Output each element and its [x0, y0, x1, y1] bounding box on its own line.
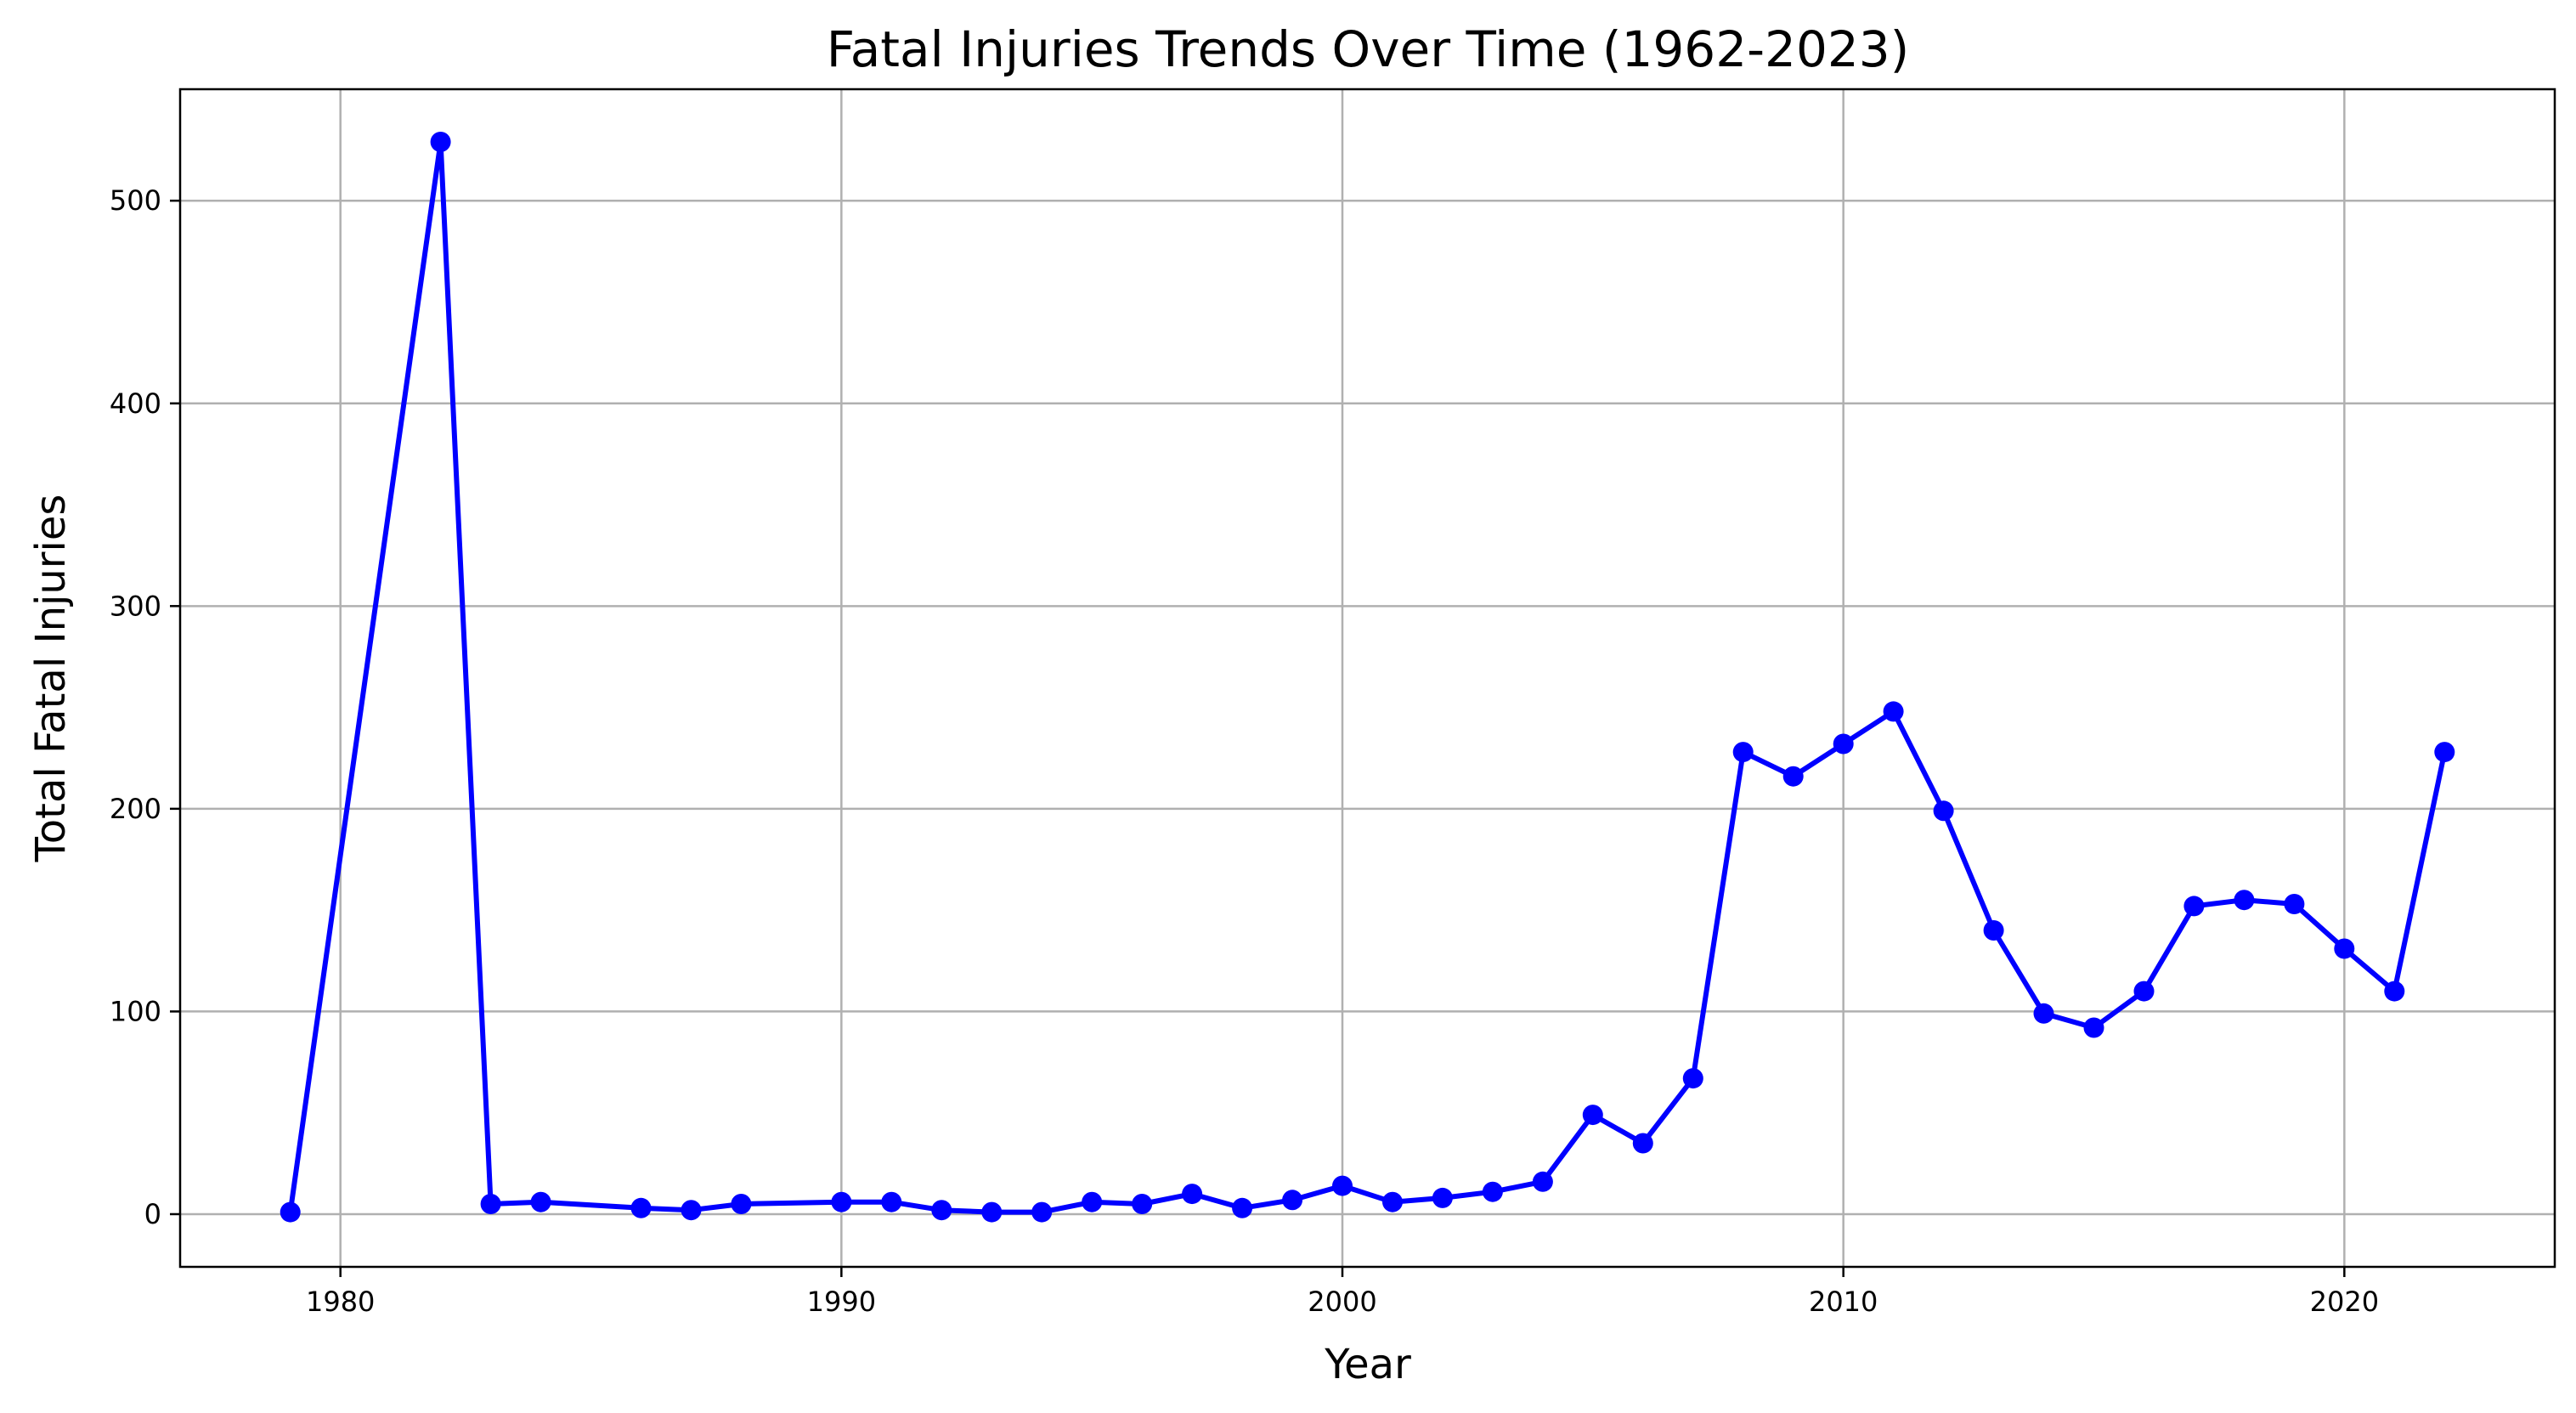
x-axis-label: Year [1324, 1341, 1411, 1388]
data-point [2133, 981, 2155, 1002]
data-point [1532, 1171, 1553, 1192]
x-tick-label: 2010 [1809, 1286, 1878, 1318]
data-point [1182, 1184, 1203, 1205]
data-point [2183, 896, 2205, 917]
data-point [1582, 1105, 1603, 1126]
y-tick-label: 100 [110, 995, 161, 1027]
data-point [981, 1201, 1003, 1223]
x-tick-label: 2000 [1308, 1286, 1376, 1318]
y-tick-label: 300 [110, 590, 161, 622]
data-point [2384, 981, 2405, 1002]
data-point [831, 1191, 852, 1212]
x-tick-label: 1990 [807, 1286, 876, 1318]
data-point [2083, 1017, 2104, 1038]
data-point [2284, 894, 2305, 914]
data-point [1282, 1190, 1303, 1211]
data-point [1682, 1068, 1703, 1089]
data-point [2234, 890, 2255, 911]
data-point [1883, 701, 1904, 722]
y-axis-label: Total Fatal Injuries [27, 495, 75, 863]
y-tick-label: 200 [110, 793, 161, 825]
plot-frame [178, 88, 2556, 1269]
y-tick-label: 500 [110, 184, 161, 217]
series-line [287, 139, 2448, 1215]
data-point [1432, 1187, 1453, 1208]
data-point [1132, 1194, 1153, 1214]
data-point [1482, 1181, 1503, 1202]
data-point [530, 1191, 551, 1212]
data-point [1983, 920, 2004, 941]
data-point [681, 1200, 702, 1221]
data-point [1933, 800, 1954, 822]
x-tick-label: 1980 [306, 1286, 375, 1318]
data-point [280, 1201, 301, 1223]
data-point [630, 1197, 652, 1218]
data-point [1632, 1133, 1653, 1154]
data-point [480, 1194, 501, 1214]
y-tick-label: 0 [144, 1198, 161, 1230]
series-layer [280, 132, 2455, 1223]
data-point [1382, 1191, 1403, 1212]
data-point [2334, 938, 2355, 959]
x-tick-label: 2020 [2310, 1286, 2379, 1318]
data-point [1332, 1175, 1353, 1196]
data-point [1232, 1197, 1253, 1218]
data-point [1732, 742, 1754, 763]
data-point [1082, 1191, 1103, 1212]
data-point [2434, 742, 2455, 763]
y-tick-label: 400 [110, 387, 161, 420]
data-point [2033, 1003, 2054, 1024]
data-point [881, 1191, 902, 1212]
grid [180, 89, 2555, 1267]
data-point [1031, 1201, 1053, 1223]
data-point [1833, 733, 1854, 755]
data-point [1782, 766, 1804, 787]
data-point [731, 1194, 752, 1214]
data-point [931, 1200, 952, 1221]
data-point [430, 132, 451, 152]
axis-ticks: 1980 1990 2000 2010 2020 0 100 200 300 400 500 [110, 184, 2379, 1318]
chart-title: Fatal Injuries Trends Over Time (1962-20… [827, 20, 1910, 78]
